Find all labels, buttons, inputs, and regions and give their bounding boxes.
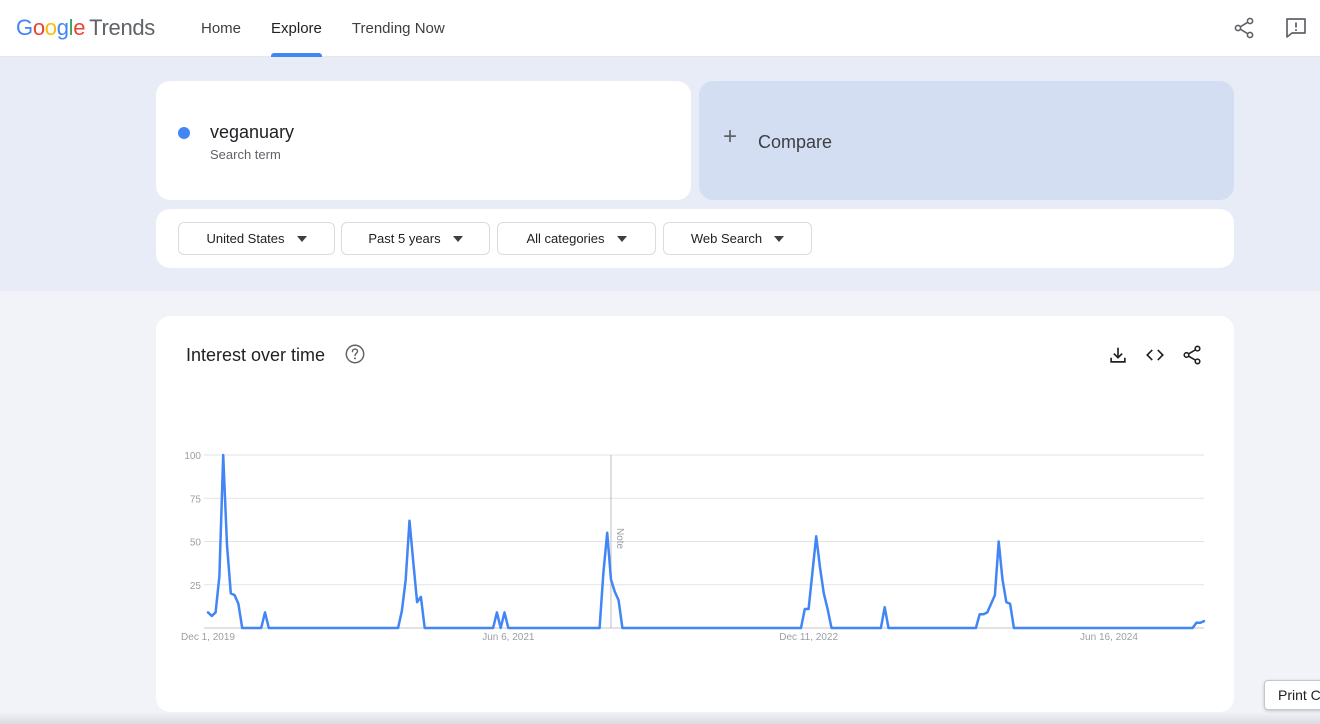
filter-category-label: All categories — [526, 231, 605, 246]
interest-over-time-card: Interest over time 25 50 75 100 Dec 1, 2019 J… — [156, 316, 1234, 712]
caret-down-icon — [774, 235, 785, 242]
google-trends-logo[interactable]: Google Trends — [16, 15, 155, 41]
caret-down-icon — [616, 235, 627, 242]
chart-title: Interest over time — [186, 345, 326, 365]
series-line-veganuary — [206, 453, 1206, 630]
filter-category[interactable]: All categories — [497, 222, 656, 255]
logo-letter: g — [56, 15, 69, 40]
x-tick-label: Jun 6, 2021 — [482, 632, 535, 643]
logo-letter: o — [32, 15, 45, 40]
filter-bar: United States Past 5 years All categorie… — [156, 209, 1234, 268]
logo-letter: e — [73, 15, 86, 40]
search-term-name[interactable]: veganuary — [210, 122, 295, 142]
print-button[interactable]: Print C — [1264, 680, 1320, 710]
logo-letter: l — [68, 15, 74, 40]
top-bar: Google Trends Home Explore Trending Now — [0, 0, 1320, 57]
search-term-card[interactable]: veganuary Search term — [156, 81, 691, 200]
x-tick-label: Dec 11, 2022 — [779, 632, 838, 643]
logo-letter: G — [16, 15, 33, 40]
main-nav: Home Explore Trending Now — [186, 0, 460, 57]
logo-letter: o — [44, 15, 57, 40]
bottom-edge — [0, 712, 1320, 724]
feedback-icon[interactable] — [1284, 16, 1308, 40]
y-tick-label: 100 — [184, 451, 201, 462]
plus-icon: + — [723, 123, 738, 150]
filter-region[interactable]: United States — [178, 222, 335, 255]
term-color-dot — [178, 127, 190, 139]
caret-down-icon — [452, 235, 463, 242]
share-icon[interactable] — [1232, 16, 1256, 40]
help-icon[interactable] — [344, 343, 366, 365]
logo-product: Trends — [89, 15, 156, 40]
caret-down-icon — [296, 235, 307, 242]
nav-trending-now[interactable]: Trending Now — [351, 20, 445, 37]
compare-button[interactable]: + Compare — [699, 81, 1234, 200]
x-tick-label: Jun 16, 2024 — [1080, 632, 1138, 643]
y-tick-label: 75 — [190, 494, 202, 505]
x-tick-label: Dec 1, 2019 — [181, 632, 235, 643]
filter-region-label: United States — [206, 231, 285, 246]
filter-search-type-label: Web Search — [690, 231, 763, 246]
compare-label: Compare — [758, 132, 833, 152]
search-term-type: Search term — [210, 147, 281, 162]
nav-explore[interactable]: Explore — [256, 0, 337, 57]
embed-icon[interactable] — [1144, 344, 1166, 366]
filter-time-range-label: Past 5 years — [368, 231, 441, 246]
share-icon[interactable] — [1181, 344, 1203, 366]
y-tick-label: 25 — [190, 581, 202, 592]
download-icon[interactable] — [1107, 344, 1129, 366]
filter-time-range[interactable]: Past 5 years — [341, 222, 490, 255]
note-label: Note — [614, 528, 625, 550]
interest-line-chart: 25 50 75 100 Dec 1, 2019 Jun 6, 2021 Dec 11, 2… — [181, 451, 1206, 643]
filter-search-type[interactable]: Web Search — [663, 222, 812, 255]
nav-home[interactable]: Home — [201, 20, 242, 37]
y-tick-label: 50 — [190, 538, 202, 549]
